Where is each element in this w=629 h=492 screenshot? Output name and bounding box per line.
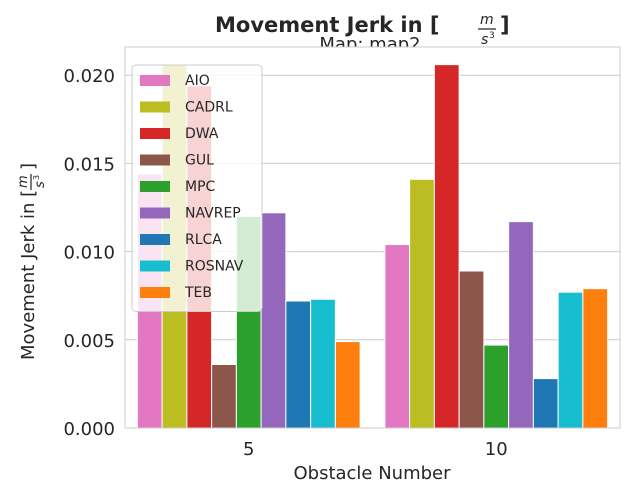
y-axis-unit-exponent: 3 [32,175,41,180]
legend-swatch-navrep [140,207,170,219]
y-tick-label: 0.000 [63,419,115,440]
legend-swatch-aio [140,75,170,86]
bar-gul-10 [458,270,485,429]
bar-teb-5 [334,341,361,429]
bar-teb-10 [582,288,609,429]
y-tick-label: 0.015 [63,154,115,175]
chart-title: Movement Jerk in [ m s 3 ] [215,12,510,48]
bar-mpc-10 [483,344,510,429]
bar-rlca-10 [532,378,559,429]
legend-swatch-rosnav [140,260,170,272]
plot-frame [124,46,621,429]
bar-rlca-5 [285,300,312,429]
legend-swatch-gul [140,154,170,166]
bar-aio-10 [384,244,411,429]
y-tick-labels: 0.000 0.005 0.010 0.015 0.020 [63,66,115,440]
bar-navrep-5 [260,212,287,429]
legend-label-rosnav: ROSNAV [185,259,244,275]
legend-swatch-teb [140,287,170,298]
legend-label-navrep: NAVREP [185,206,241,222]
legend-label-gul: GUL [185,153,214,169]
bar-rosnav-5 [310,298,336,429]
legend-label-dwa: DWA [185,126,219,142]
title-unit-exponent: 3 [489,31,495,41]
legend-swatch-dwa [140,128,170,139]
y-tick-label: 0.010 [63,243,115,264]
legend: AIO CADRL DWA GUL MPC NAVREP RLCA ROSNAV TEB [131,64,263,312]
title-unit-numerator: m [480,12,494,28]
y-axis-unit-denominator: s [33,181,48,188]
bar-cadrl-10 [409,178,435,429]
title-unit-denominator: s [481,32,488,48]
y-axis-unit-numerator: m [16,175,31,188]
legend-label-rlca: RLCA [185,232,222,248]
y-axis-label: Movement Jerk in [ m s 3 ] [16,163,48,360]
legend-label-cadrl: CADRL [185,100,233,116]
y-axis-label-close: ] [18,163,39,170]
x-tick-label: 10 [485,439,508,460]
legend-swatch-mpc [140,181,170,192]
x-axis-label: Obstacle Number [293,463,451,484]
legend-box [131,64,263,312]
bar-gul-5 [211,364,237,429]
legend-label-mpc: MPC [185,179,216,195]
bar-rosnav-10 [557,291,584,429]
title-close: ] [500,13,510,37]
x-tick-labels: 5 10 [243,439,508,460]
bar-dwa-10 [433,64,460,429]
legend-label-aio: AIO [185,73,210,89]
y-tick-label: 0.005 [63,331,115,352]
legend-label-teb: TEB [184,285,212,301]
x-tick-label: 5 [243,439,254,460]
legend-swatch-rlca [140,234,170,245]
y-tick-label: 0.020 [63,66,115,87]
title-text: Movement Jerk in [ [215,13,439,37]
legend-swatch-cadrl [140,101,170,113]
bar-navrep-10 [508,221,534,429]
y-axis-label-text: Movement Jerk in [ [18,190,39,360]
